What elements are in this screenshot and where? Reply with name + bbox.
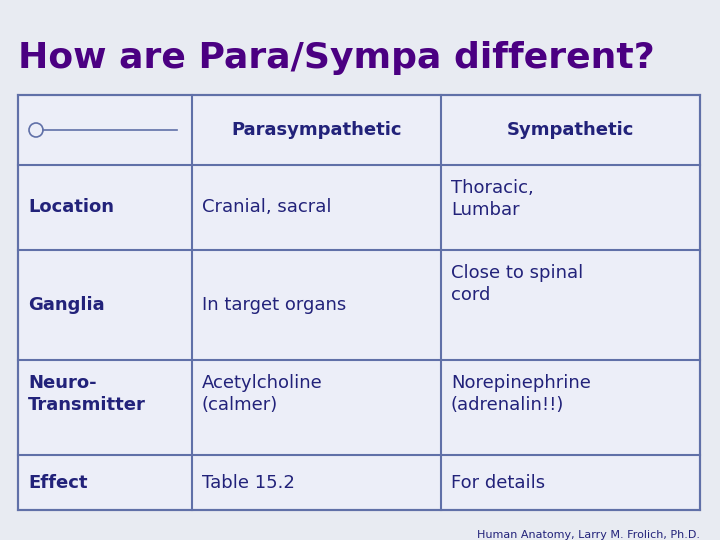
Text: How are Para/Sympa different?: How are Para/Sympa different? — [18, 41, 654, 75]
Text: In target organs: In target organs — [202, 296, 346, 314]
Bar — [18, 95, 700, 510]
Text: Norepinephrine
(adrenalin!!): Norepinephrine (adrenalin!!) — [451, 374, 590, 414]
Text: For details: For details — [451, 474, 545, 491]
Text: Thoracic,
Lumbar: Thoracic, Lumbar — [451, 179, 534, 219]
Text: Ganglia: Ganglia — [28, 296, 104, 314]
Text: Close to spinal
cord: Close to spinal cord — [451, 264, 583, 304]
Text: Sympathetic: Sympathetic — [507, 121, 634, 139]
Text: Effect: Effect — [28, 474, 88, 491]
Text: Neuro-
Transmitter: Neuro- Transmitter — [28, 374, 146, 414]
Text: Cranial, sacral: Cranial, sacral — [202, 199, 331, 217]
Text: Acetylcholine
(calmer): Acetylcholine (calmer) — [202, 374, 323, 414]
Text: Human Anatomy, Larry M. Frolich, Ph.D.: Human Anatomy, Larry M. Frolich, Ph.D. — [477, 530, 700, 540]
Text: Location: Location — [28, 199, 114, 217]
Text: Table 15.2: Table 15.2 — [202, 474, 294, 491]
Text: Parasympathetic: Parasympathetic — [231, 121, 402, 139]
